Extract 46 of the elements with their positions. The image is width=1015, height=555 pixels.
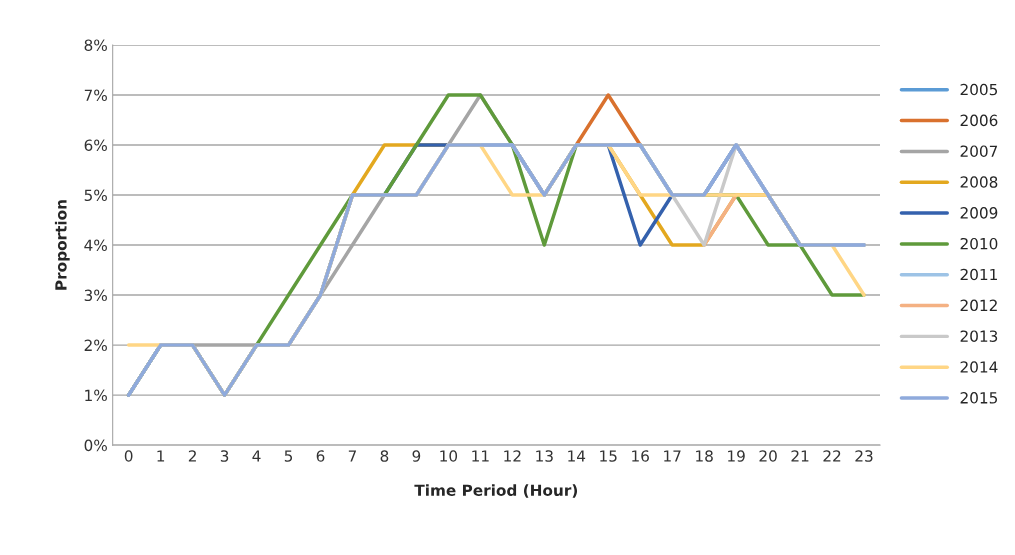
x-tick-label: 10 (440, 450, 458, 462)
x-tick-label: 15 (600, 450, 617, 462)
x-tick-label: 18 (696, 450, 713, 462)
x-tick-label: 3 (220, 450, 229, 462)
y-tick-label: 7% (84, 89, 107, 101)
x-tick-label: 5 (284, 450, 293, 462)
legend-label: 2013 (960, 330, 998, 342)
x-tick-label: 16 (632, 450, 649, 462)
x-tick-label: 23 (855, 450, 873, 462)
x-tick-label: 0 (124, 450, 133, 462)
y-tick-label: 6% (84, 139, 107, 152)
legend-label: 2005 (960, 83, 998, 96)
y-tick-label: 8% (84, 39, 107, 51)
x-tick-label: 11 (472, 450, 489, 462)
legend-label: 2012 (960, 299, 997, 312)
x-tick-label: 6 (316, 450, 325, 462)
x-tick-label: 21 (791, 450, 809, 462)
x-tick-label: 4 (252, 450, 261, 462)
y-tick-label: 5% (84, 189, 107, 202)
x-tick-label: 13 (536, 450, 553, 462)
x-tick-label: 19 (728, 450, 745, 462)
y-tick-label: 0% (84, 439, 107, 452)
legend-label: 2014 (960, 361, 998, 373)
legend-label: 2009 (960, 207, 998, 219)
x-tick-label: 12 (504, 450, 521, 462)
legend-label: 2007 (960, 145, 998, 157)
x-tick-label: 14 (568, 450, 586, 462)
x-tick-label: 2 (188, 450, 196, 462)
y-tick-label: 2% (84, 339, 107, 352)
y-tick-label: 3% (84, 289, 107, 302)
x-axis-title: Time Period (Hour) (414, 484, 578, 498)
x-tick-label: 22 (823, 450, 841, 462)
y-tick-label: 4% (84, 239, 107, 252)
y-axis-title: Proportion (54, 200, 70, 290)
legend-label: 2011 (960, 268, 997, 281)
x-tick-label: 7 (348, 450, 357, 462)
x-tick-label: 8 (380, 450, 389, 462)
x-tick-label: 9 (412, 450, 421, 462)
x-tick-label: 1 (157, 450, 165, 462)
legend-label: 2008 (960, 176, 998, 188)
x-tick-label: 17 (664, 450, 681, 462)
legend-label: 2010 (960, 237, 998, 250)
x-tick-label: 20 (759, 450, 777, 462)
y-tick-label: 1% (85, 389, 107, 402)
legend-label: 2006 (960, 114, 998, 127)
legend-label: 2015 (960, 392, 998, 404)
